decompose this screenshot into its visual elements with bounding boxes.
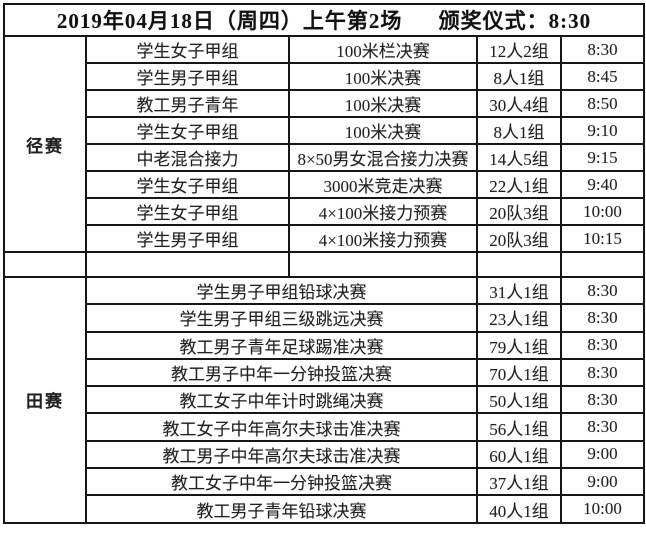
schedule-table: 2019年04月18日（周四）上午第2场 颁奖仪式：8:30 径赛 学生女子甲组… [3,3,645,524]
time-cell: 9:00 [560,467,645,497]
event-cell: 教工男子青年铅球决赛 [85,494,478,524]
table-row: 教工女子中年计时跳绳决赛 50人1组 8:30 [4,385,645,415]
count-cell: 23人1组 [476,303,562,333]
table-row: 学生男子甲组 4×100米接力预赛 20队3组 10:15 [4,224,645,253]
table-row: 学生男子甲组 100米决赛 8人1组 8:45 [4,62,645,91]
event-cell: 100米决赛 [288,89,478,118]
time-cell: 8:50 [560,89,645,118]
count-cell: 60人1组 [476,439,562,470]
page-title: 2019年04月18日（周四）上午第2场 颁奖仪式：8:30 [3,3,645,37]
time-cell: 8:30 [560,330,645,360]
count-cell: 50人1组 [476,385,562,415]
group-cell: 中老混合接力 [85,143,290,172]
table-row: 中老混合接力 8×50男女混合接力决赛 14人5组 9:15 [4,143,645,172]
table-row: 学生男子甲组三级跳远决赛 23人1组 8:30 [4,303,645,333]
time-cell: 8:30 [560,385,645,415]
group-cell: 学生男子甲组 [85,224,290,253]
table-row: 教工男子青年 100米决赛 30人4组 8:50 [4,89,645,118]
table-row: 教工男子中年高尔夫球击准决赛 60人1组 9:00 [4,439,645,470]
group-cell: 学生男子甲组 [85,62,290,91]
table-row: 教工男子中年一分钟投篮决赛 70人1组 8:30 [4,357,645,388]
event-cell: 教工男子中年高尔夫球击准决赛 [85,439,478,470]
time-cell: 10:15 [560,224,645,253]
event-cell: 4×100米接力预赛 [288,224,478,253]
group-cell: 教工男子青年 [85,89,290,118]
count-cell: 8人1组 [476,116,562,145]
event-cell: 教工女子中年一分钟投篮决赛 [85,467,478,497]
event-cell: 教工男子中年一分钟投篮决赛 [85,357,478,388]
event-cell: 教工女子中年高尔夫球击准决赛 [85,412,478,442]
ceremony-time: 颁奖仪式：8:30 [438,9,592,33]
count-cell: 37人1组 [476,467,562,497]
count-cell: 70人1组 [476,357,562,388]
empty-cell [85,251,290,278]
event-cell: 100米栏决赛 [288,35,478,64]
session-title: 2019年04月18日（周四）上午第2场 [56,9,403,33]
count-cell: 56人1组 [476,412,562,442]
count-cell: 40人1组 [476,494,562,524]
separator-row [3,251,645,278]
group-cell: 学生女子甲组 [85,35,290,64]
table-row: 学生女子甲组 4×100米接力预赛 20队3组 10:00 [4,197,645,226]
time-cell: 9:15 [560,143,645,172]
time-cell: 8:30 [560,412,645,442]
time-cell: 8:30 [560,35,645,64]
empty-cell [476,251,562,278]
section-label-field: 田赛 [3,276,87,524]
event-cell: 4×100米接力预赛 [288,197,478,226]
event-cell: 学生男子甲组铅球决赛 [85,275,478,306]
table-row: 学生女子甲组 3000米竞走决赛 22人1组 9:40 [4,170,645,199]
section-label-track: 径赛 [3,35,87,253]
table-row: 学生女子甲组 100米决赛 8人1组 9:10 [4,116,645,145]
event-cell: 教工女子中年计时跳绳决赛 [85,385,478,415]
time-cell: 9:40 [560,170,645,199]
table-row: 教工女子中年高尔夫球击准决赛 56人1组 8:30 [4,412,645,442]
time-cell: 8:30 [560,303,645,333]
time-cell: 9:00 [560,439,645,470]
table-row: 教工女子中年一分钟投篮决赛 37人1组 9:00 [4,467,645,497]
table-row: 径赛 学生女子甲组 100米栏决赛 12人2组 8:30 [3,35,645,253]
event-cell: 教工男子青年足球踢准决赛 [85,330,478,360]
event-cell: 100米决赛 [288,62,478,91]
table-row: 田赛 学生男子甲组铅球决赛 31人1组 8:30 [3,275,645,524]
count-cell: 14人5组 [476,143,562,172]
count-cell: 31人1组 [476,275,562,306]
group-cell: 学生女子甲组 [85,197,290,226]
count-cell: 12人2组 [476,35,562,64]
time-cell: 10:00 [560,494,645,524]
count-cell: 22人1组 [476,170,562,199]
event-cell: 8×50男女混合接力决赛 [288,143,478,172]
empty-cell [560,251,645,278]
event-cell: 3000米竞走决赛 [288,170,478,199]
table-row: 教工男子青年铅球决赛 40人1组 10:00 [4,494,645,524]
time-cell: 9:10 [560,116,645,145]
table-row: 教工男子青年足球踢准决赛 79人1组 8:30 [4,330,645,360]
group-cell: 学生女子甲组 [85,170,290,199]
count-cell: 30人4组 [476,89,562,118]
title-row: 2019年04月18日（周四）上午第2场 颁奖仪式：8:30 [3,3,645,37]
event-cell: 100米决赛 [288,116,478,145]
time-cell: 10:00 [560,197,645,226]
count-cell: 20队3组 [476,197,562,226]
event-cell: 学生男子甲组三级跳远决赛 [85,303,478,333]
count-cell: 20队3组 [476,224,562,253]
group-cell: 学生女子甲组 [85,116,290,145]
empty-cell [288,251,478,278]
time-cell: 8:45 [560,62,645,91]
time-cell: 8:30 [560,357,645,388]
count-cell: 79人1组 [476,330,562,360]
time-cell: 8:30 [560,275,645,306]
empty-cell [3,251,87,278]
count-cell: 8人1组 [476,62,562,91]
